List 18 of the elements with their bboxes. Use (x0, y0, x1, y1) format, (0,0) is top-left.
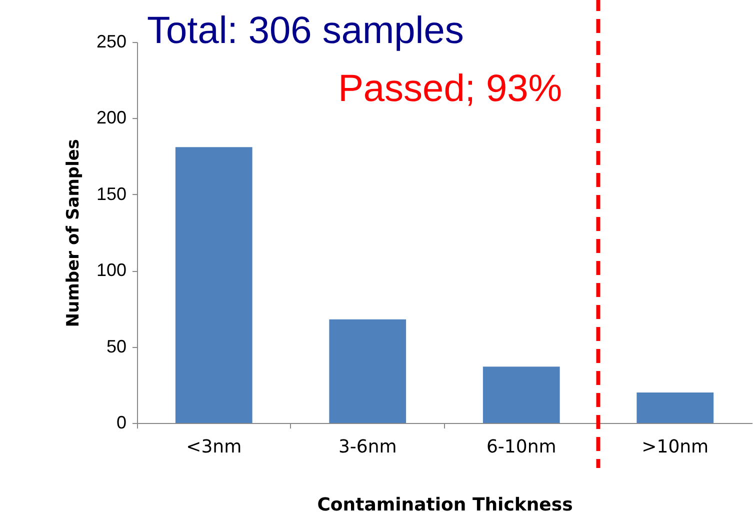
x-tick-label: >10nm (642, 436, 709, 458)
y-tick-label: 50 (106, 336, 126, 356)
annotation: Total: 306 samples (147, 10, 464, 52)
x-tick-label: 6-10nm (486, 436, 556, 458)
y-tick-label: 200 (96, 108, 126, 128)
x-tick-label: 3-6nm (338, 436, 397, 458)
y-tick-label: 0 (116, 412, 126, 432)
y-tick-label: 100 (96, 260, 126, 280)
y-axis-title: Number of Samples (63, 138, 84, 328)
bar (636, 392, 714, 423)
x-axis-title: Contamination Thickness (317, 494, 573, 516)
bar (329, 319, 406, 423)
bar (482, 366, 560, 423)
bar (175, 147, 252, 423)
annotation: Passed; 93% (338, 68, 562, 110)
x-tick-label: <3nm (186, 436, 242, 458)
y-tick-label: 250 (96, 32, 126, 52)
y-tick-label: 150 (96, 184, 126, 204)
